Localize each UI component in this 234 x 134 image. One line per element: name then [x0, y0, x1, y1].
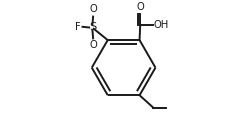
Text: F: F — [75, 22, 81, 32]
Text: S: S — [89, 23, 96, 32]
Text: O: O — [89, 40, 97, 51]
Text: O: O — [136, 3, 144, 12]
Text: OH: OH — [154, 20, 169, 30]
Text: O: O — [89, 4, 97, 14]
